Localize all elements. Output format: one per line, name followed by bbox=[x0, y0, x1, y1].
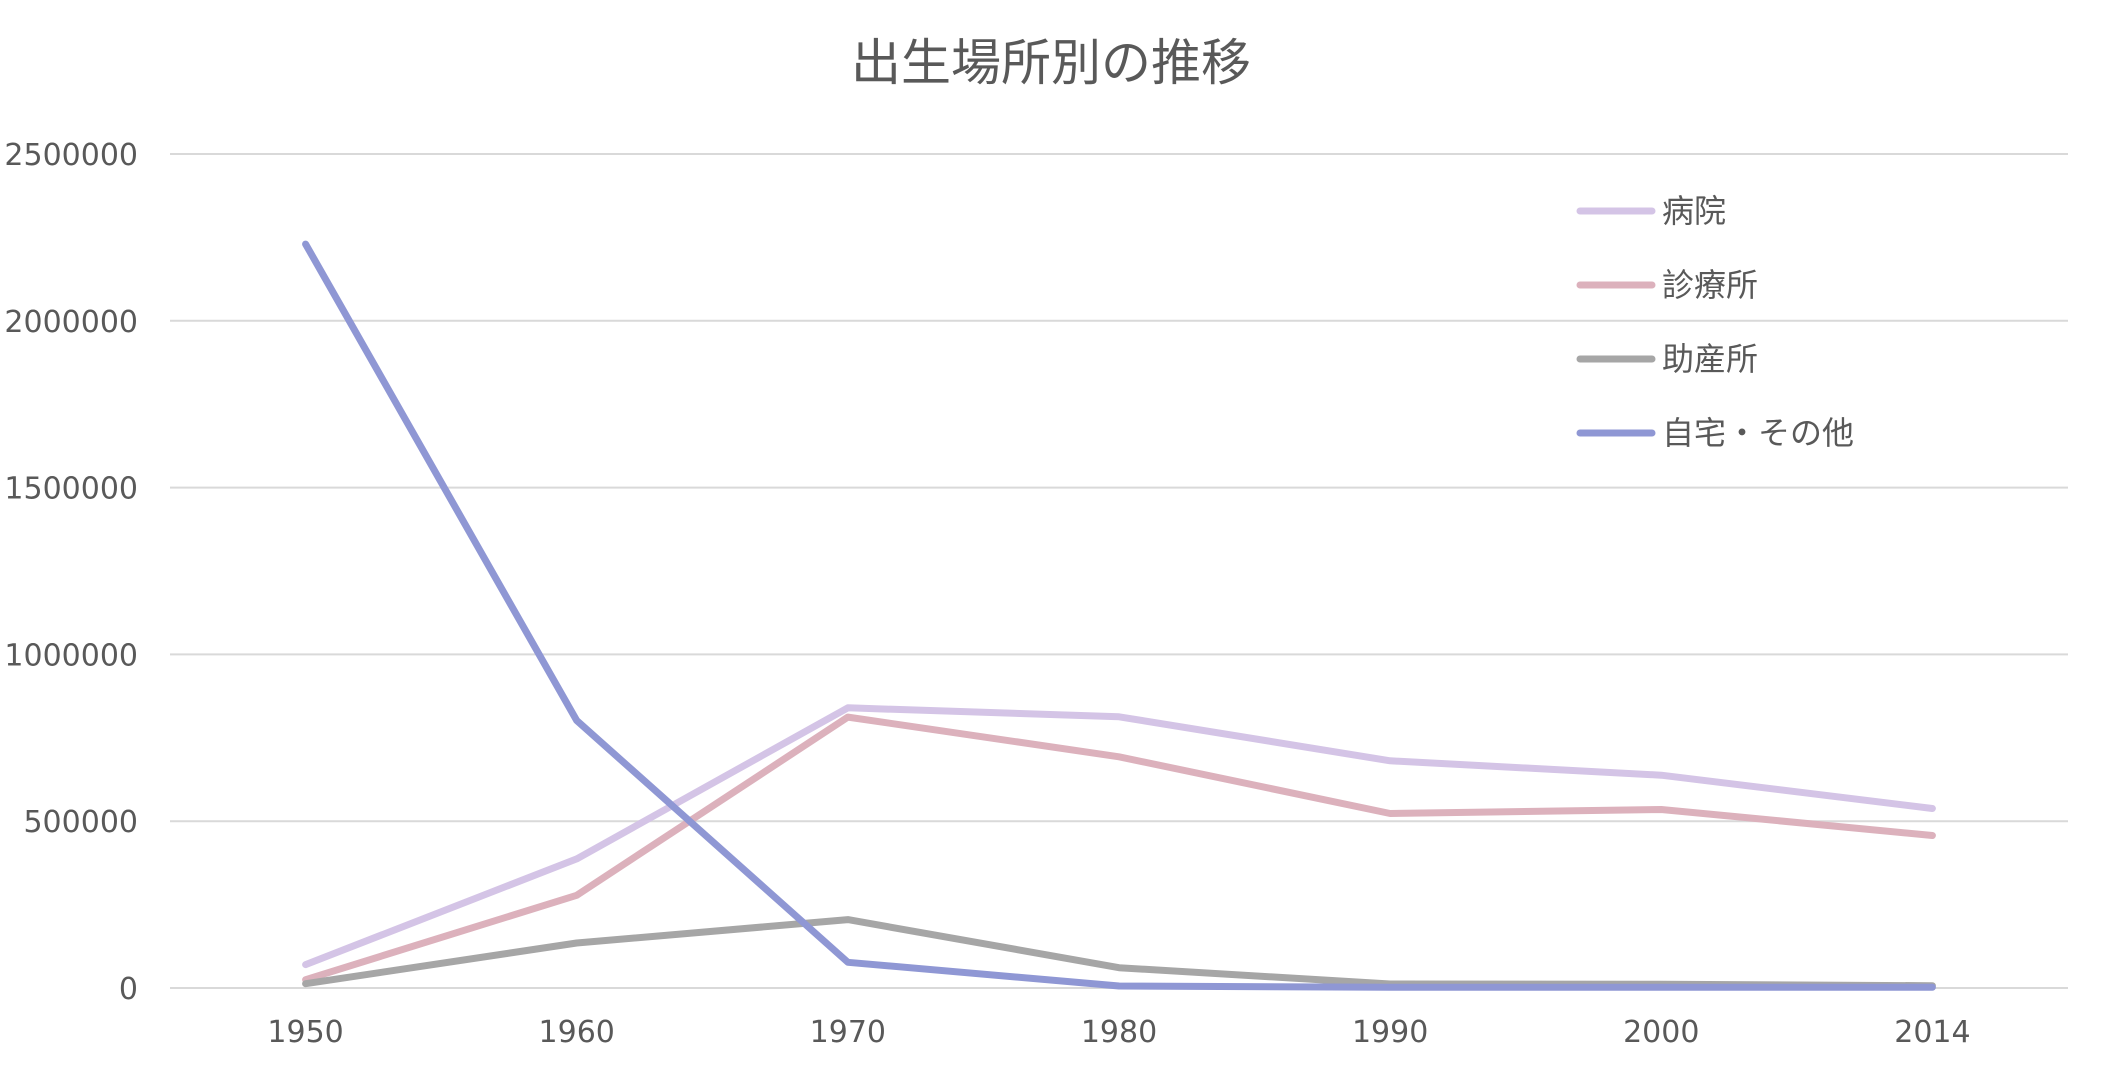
gridlines bbox=[170, 153, 2068, 989]
y-tick-label: 1500000 bbox=[4, 472, 138, 507]
legend-label: 助産所 bbox=[1662, 340, 1758, 378]
x-tick-label: 1960 bbox=[539, 1015, 615, 1050]
y-tick-label: 1000000 bbox=[4, 638, 138, 673]
x-axis-ticks: 1950 1960 1970 1980 1990 2000 2014 bbox=[267, 1015, 1970, 1050]
x-tick-label: 1950 bbox=[267, 1015, 343, 1050]
series-line-1 bbox=[302, 713, 1936, 984]
series-line-2 bbox=[302, 916, 1936, 990]
legend-label: 診療所 bbox=[1662, 266, 1758, 304]
y-tick-label: 500000 bbox=[23, 805, 138, 840]
x-tick-label: 1970 bbox=[810, 1015, 886, 1050]
x-tick-label: 1980 bbox=[1081, 1015, 1157, 1050]
y-tick-label: 0 bbox=[119, 972, 138, 1007]
y-tick-label: 2500000 bbox=[4, 138, 138, 173]
chart-title: 出生場所別の推移 bbox=[851, 34, 1251, 92]
legend-label: 自宅・その他 bbox=[1662, 414, 1854, 452]
series-line-0 bbox=[302, 704, 1936, 969]
x-tick-label: 2014 bbox=[1894, 1015, 1970, 1050]
y-axis-ticks: 0 500000 1000000 1500000 2000000 2500000 bbox=[4, 138, 138, 1007]
x-tick-label: 2000 bbox=[1623, 1015, 1699, 1050]
series-line-3 bbox=[302, 240, 1936, 991]
x-tick-label: 1990 bbox=[1352, 1015, 1428, 1050]
plot-area bbox=[302, 240, 1936, 991]
y-tick-label: 2000000 bbox=[4, 305, 138, 340]
legend-label: 病院 bbox=[1662, 192, 1726, 230]
